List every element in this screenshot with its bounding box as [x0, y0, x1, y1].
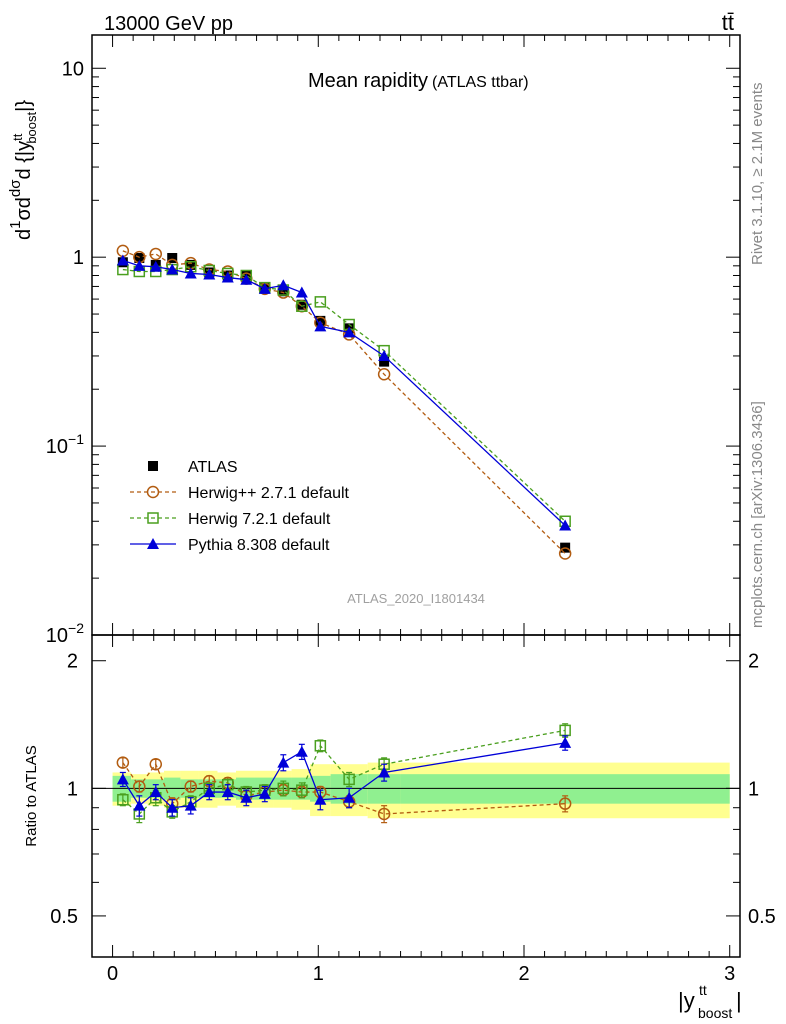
- ratio-point-pythia-8-308-default: [133, 799, 146, 811]
- ratio-point-pythia-8-308-default: [166, 801, 179, 813]
- x-tick-label: 0: [107, 963, 118, 985]
- point-herwig-7-2-1-default: [296, 300, 308, 312]
- ratio-point-pythia-8-308-default: [378, 766, 391, 778]
- y-tick-label-ratio-right: 0.5: [748, 906, 776, 928]
- point-pythia-8-308-default: [343, 326, 356, 338]
- y-tick-label-main: 10: [62, 58, 84, 80]
- ratio-point-herwig-7-2-1-default: [296, 784, 308, 796]
- svg-text:|: |: [736, 988, 742, 1013]
- point-atlas: [278, 286, 289, 297]
- ratio-point-herwig-2-7-1-default: [149, 757, 163, 771]
- point-herwig-2-7-1-default: [377, 368, 391, 381]
- process-label: tt̄: [722, 10, 734, 35]
- series-line-herwig-2-7-1-default: [122, 250, 566, 554]
- point-atlas: [185, 259, 196, 270]
- legend-label-herwig-7-2-1-default: Herwig 7.2.1 default: [188, 511, 331, 528]
- point-atlas: [134, 253, 145, 264]
- y-tick-label-ratio: 2: [67, 651, 78, 673]
- ratio-point-pythia-8-308-default: [314, 793, 327, 805]
- legend: ATLAS Herwig++ 2.7.1 default Herwig 7.2.1 …: [130, 459, 350, 554]
- point-atlas: [379, 356, 390, 367]
- point-pythia-8-308-default: [295, 286, 308, 298]
- svg-text:boost: boost: [698, 1005, 732, 1021]
- y-tick-label-main: 1: [73, 247, 84, 269]
- ratio-point-herwig-2-7-1-default: [558, 797, 572, 810]
- legend-marker-herwig-2-7-1-default: [146, 485, 160, 499]
- x-tick-label: 2: [518, 963, 529, 985]
- svg-text:|y: |y: [678, 988, 695, 1013]
- point-pythia-8-308-default: [378, 349, 391, 361]
- mcplots-label: mcplots.cern.ch [arXiv:1306.3436]: [749, 401, 766, 628]
- legend-label-herwig-2-7-1-default: Herwig++ 2.7.1 default: [188, 485, 350, 502]
- energy-label: 13000 GeV pp: [104, 13, 233, 35]
- point-pythia-8-308-default: [203, 268, 216, 280]
- ratio-point-herwig-7-2-1-default: [277, 782, 290, 795]
- legend-label-pythia-8-308-default: Pythia 8.308 default: [188, 537, 330, 554]
- legend-marker-herwig-7-2-1-default: [147, 512, 159, 524]
- x-axis-label: |y tt boost |: [678, 982, 742, 1021]
- point-herwig-2-7-1-default: [558, 547, 572, 560]
- ratio-point-pythia-8-308-default: [258, 787, 271, 799]
- ratio-point-herwig-2-7-1-default: [184, 780, 197, 793]
- point-atlas: [167, 253, 178, 264]
- point-herwig-7-2-1-default: [314, 296, 327, 308]
- ratio-point-pythia-8-308-default: [149, 786, 162, 798]
- point-pythia-8-308-default: [149, 260, 162, 272]
- ratio-point-herwig-2-7-1-default: [116, 756, 130, 769]
- ratio-point-pythia-8-308-default: [240, 791, 253, 803]
- y-axis-label-main: d1σddσd {|yttboost|}: [7, 100, 39, 240]
- point-herwig-2-7-1-default: [149, 247, 163, 261]
- point-pythia-8-308-default: [116, 254, 129, 266]
- y-tick-label-main: 10−2: [46, 620, 84, 647]
- ratio-point-pythia-8-308-default: [203, 786, 216, 798]
- point-pythia-8-308-default: [258, 282, 271, 294]
- legend-label-atlas: ATLAS: [188, 459, 238, 476]
- point-pythia-8-308-default: [166, 263, 179, 275]
- x-tick-label: 3: [724, 963, 735, 985]
- ratio-point-pythia-8-308-default: [277, 756, 290, 768]
- point-pythia-8-308-default: [221, 271, 234, 283]
- point-pythia-8-308-default: [184, 267, 197, 279]
- ratio-point-pythia-8-308-default: [184, 799, 197, 811]
- point-pythia-8-308-default: [314, 320, 327, 332]
- ratio-point-herwig-2-7-1-default: [377, 807, 391, 821]
- y-tick-label-main: 10−1: [46, 431, 84, 458]
- ratio-point-herwig-7-2-1-default: [343, 773, 355, 786]
- y-tick-label-ratio: 0.5: [50, 906, 78, 928]
- rivet-label: Rivet 3.1.10, ≥ 2.1M events: [749, 83, 766, 266]
- point-pythia-8-308-default: [277, 279, 290, 291]
- ratio-point-herwig-7-2-1-default: [314, 740, 327, 752]
- ratio-plot-frame: [91, 634, 741, 958]
- ratio-point-pythia-8-308-default: [343, 791, 356, 803]
- y-tick-label-ratio-right: 2: [748, 651, 759, 673]
- svg-text:tt: tt: [699, 982, 707, 998]
- analysis-id: ATLAS_2020_I1801434: [347, 591, 485, 606]
- ratio-point-herwig-2-7-1-default: [133, 780, 146, 793]
- series-line-herwig-7-2-1-default: [122, 266, 566, 522]
- plot-subtitle: (ATLAS ttbar): [432, 74, 529, 91]
- point-pythia-8-308-default: [133, 259, 146, 271]
- ratio-point-pythia-8-308-default: [116, 773, 129, 785]
- legend-marker-atlas: [148, 461, 158, 471]
- ratio-point-herwig-7-2-1-default: [117, 793, 129, 806]
- ratio-point-pythia-8-308-default: [295, 745, 308, 757]
- point-pythia-8-308-default: [559, 519, 572, 531]
- point-atlas: [296, 299, 307, 310]
- y-tick-label-ratio: 1: [67, 778, 78, 800]
- svg-text:d1σddσd {|yttboost|}: d1σddσd {|yttboost|}: [7, 100, 39, 240]
- x-tick-label: 1: [313, 963, 324, 985]
- ratio-point-pythia-8-308-default: [221, 786, 234, 798]
- ratio-point-pythia-8-308-default: [559, 736, 572, 748]
- point-pythia-8-308-default: [240, 273, 253, 285]
- y-axis-label-ratio: Ratio to ATLAS: [23, 745, 40, 846]
- plot-title: Mean rapidity: [308, 70, 428, 92]
- legend-marker-pythia-8-308-default: [147, 538, 159, 549]
- y-tick-label-ratio-right: 1: [748, 778, 759, 800]
